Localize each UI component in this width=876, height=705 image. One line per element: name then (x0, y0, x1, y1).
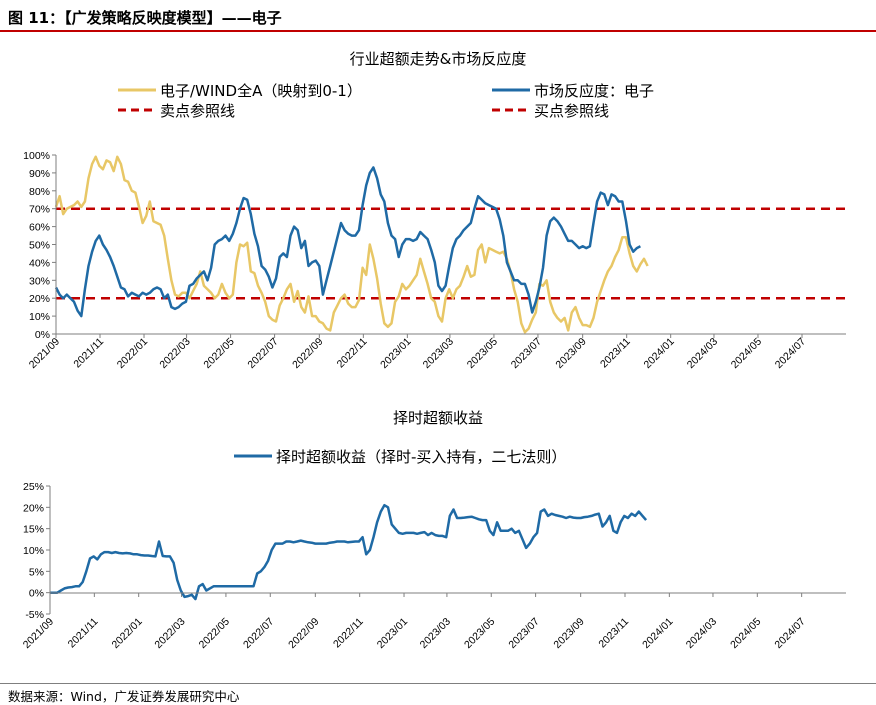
x-tick-label: 2022/11 (335, 336, 370, 371)
x-tick-label: 2021/11 (71, 336, 106, 371)
y-tick-label: 25% (23, 481, 44, 493)
x-tick-label: 2024/03 (685, 336, 720, 371)
x-tick-label: 2023/07 (509, 336, 544, 371)
x-tick-label: 2022/03 (152, 616, 187, 651)
y-tick-label: -5% (25, 609, 44, 621)
y-tick-label: 40% (29, 257, 50, 269)
legend-label-reaction: 市场反应度：电子 (534, 82, 654, 100)
x-tick-label: 2022/07 (241, 616, 276, 651)
legend-label-timing: 择时超额收益（择时-买入持有，二七法则） (276, 448, 566, 466)
chart2-legend: 择时超额收益（择时-买入持有，二七法则） (234, 448, 566, 466)
y-tick-label: 20% (23, 502, 44, 514)
chart1-y-ticks: 0% 10% 20% 30% 40% 50% 60% 70% 80% 90% 100% (23, 150, 56, 341)
footer-rule (0, 683, 876, 684)
x-tick-label: 2023/03 (421, 336, 456, 371)
series-line-reaction (50, 503, 648, 601)
chart1-legend: 电子/WIND全A（映射到0-1） 市场反应度：电子 卖点参照线 买点参照线 (118, 82, 654, 120)
y-tick-label: 5% (29, 566, 44, 578)
x-tick-label: 2023/07 (506, 616, 541, 651)
x-tick-label: 2024/01 (640, 616, 675, 651)
x-tick-label: 2024/03 (684, 616, 719, 651)
x-tick-label: 2022/05 (201, 336, 236, 371)
x-tick-label: 2022/01 (115, 336, 150, 371)
x-tick-label: 2024/05 (728, 616, 763, 651)
x-tick-label: 2023/11 (596, 616, 631, 651)
header-rule (0, 30, 876, 32)
x-tick-label: 2023/09 (551, 616, 586, 651)
x-tick-label: 2021/11 (66, 616, 101, 651)
y-tick-label: 90% (29, 168, 50, 180)
x-tick-label: 2024/05 (729, 336, 764, 371)
y-tick-label: 10% (23, 545, 44, 557)
y-tick-label: 30% (29, 275, 50, 287)
figure-title: 图 11：【广发策略反映度模型】——电子 (8, 9, 282, 27)
legend-label-industry: 电子/WIND全A（映射到0-1） (160, 82, 362, 100)
chart1-series (54, 155, 649, 334)
chart2-series (50, 503, 648, 601)
y-tick-label: 50% (29, 240, 50, 252)
chart1-axes (55, 155, 846, 335)
source-note: 数据来源：Wind，广发证券发展研究中心 (8, 689, 240, 704)
y-tick-label: 70% (29, 204, 50, 216)
x-tick-label: 2024/07 (773, 336, 808, 371)
series-line-industry (54, 155, 649, 334)
y-tick-label: 15% (23, 524, 44, 536)
x-tick-label: 2024/07 (772, 616, 807, 651)
y-tick-label: 0% (29, 588, 44, 600)
x-tick-label: 2023/09 (553, 336, 588, 371)
chart2-x-ticks: 2021/09 2021/11 2022/01 2022/03 2022/05 2022/… (21, 593, 808, 651)
y-tick-label: 10% (29, 311, 50, 323)
x-tick-label: 2023/01 (378, 336, 413, 371)
x-tick-label: 2022/07 (245, 336, 280, 371)
y-tick-label: 60% (29, 222, 50, 234)
chart1-title: 行业超额走势&市场反应度 (350, 50, 527, 68)
y-tick-label: 100% (23, 150, 50, 162)
legend-label-buy: 买点参照线 (534, 102, 609, 120)
x-tick-label: 2022/05 (197, 616, 232, 651)
chart2: 择时超额收益 择时超额收益（择时-买入持有，二七法则） -5% 0% 5% 10% 15… (21, 409, 846, 651)
x-tick-label: 2022/09 (286, 616, 321, 651)
x-tick-label: 2022/01 (109, 616, 144, 651)
chart2-axes (49, 486, 846, 614)
series-line-reaction (54, 166, 641, 318)
chart1-reference-lines (56, 207, 846, 300)
x-tick-label: 2022/09 (290, 336, 325, 371)
x-tick-label: 2023/05 (465, 336, 500, 371)
x-tick-label: 2024/01 (641, 336, 676, 371)
x-tick-label: 2023/11 (598, 336, 633, 371)
chart1: 行业超额走势&市场反应度 电子/WIND全A（映射到0-1） 市场反应度：电子 … (23, 50, 846, 371)
x-tick-label: 2023/05 (462, 616, 497, 651)
legend-label-sell: 卖点参照线 (160, 102, 235, 120)
x-tick-label: 2022/03 (157, 336, 192, 371)
y-tick-label: 80% (29, 186, 50, 198)
y-tick-label: 20% (29, 293, 50, 305)
chart2-title: 择时超额收益 (393, 409, 483, 427)
x-tick-label: 2023/03 (418, 616, 453, 651)
chart2-y-ticks: -5% 0% 5% 10% 15% 20% 25% (23, 481, 50, 621)
y-tick-label: 0% (35, 329, 50, 341)
chart1-x-ticks: 2021/09 2021/11 2022/01 2022/03 2022/05 2022/… (27, 334, 808, 371)
x-tick-label: 2023/01 (375, 616, 410, 651)
x-tick-label: 2022/11 (331, 616, 366, 651)
figure-header: 图 11：【广发策略反映度模型】——电子 (0, 0, 876, 34)
